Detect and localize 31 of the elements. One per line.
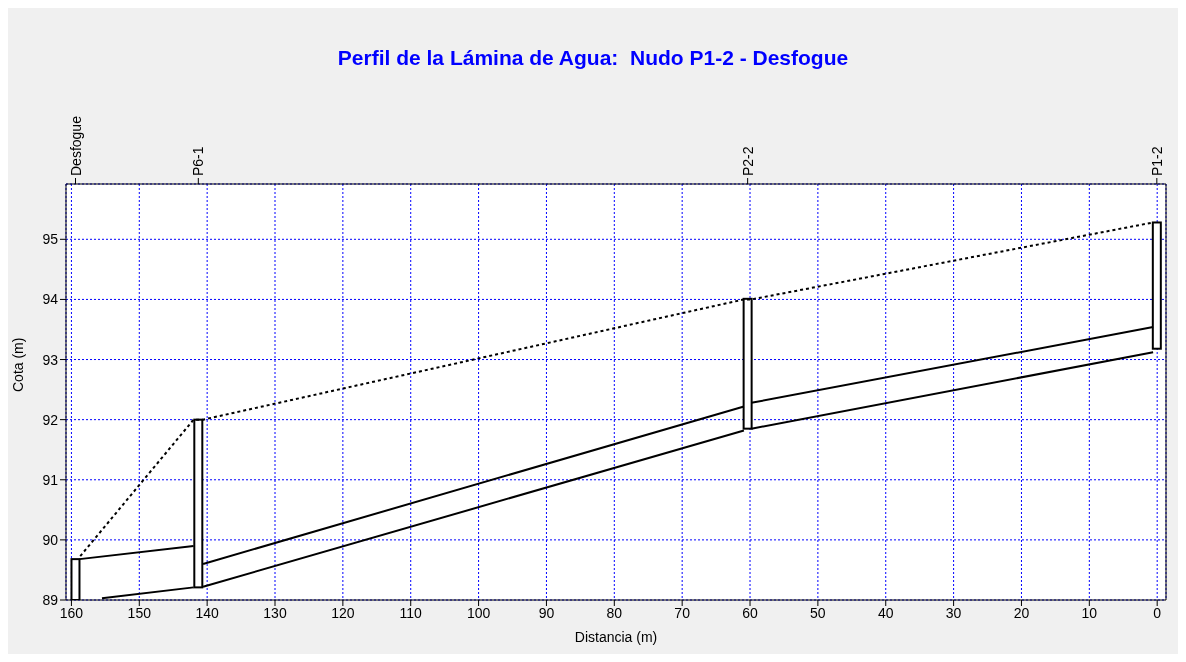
x-tick-label: 160 [59,604,84,621]
x-tick-label: 100 [466,604,491,621]
y-tick-label: 89 [42,591,59,608]
x-tick-label: 120 [331,604,355,621]
x-tick-label: 80 [606,604,623,621]
text: Desfogue [67,115,84,176]
x-tick-label: 50 [810,604,826,621]
x-tick-label: 20 [1013,604,1030,621]
y-tick-label: 94 [42,291,59,308]
y-tick-label: 92 [42,411,59,428]
y-axis-title: Cota (m) [9,337,26,392]
x-tick-label: 90 [538,604,555,621]
x-tick-label: 130 [263,604,287,621]
y-tick-label: 90 [42,531,59,548]
x-axis-title: Distancia (m) [574,629,658,645]
x-tick-label: 40 [877,604,894,621]
text: P6-1 [190,146,207,176]
x-tick-label: 60 [742,604,759,621]
text: P2-2 [739,146,756,176]
text: P1-2 [1148,146,1165,176]
x-tick-label: 140 [195,604,220,621]
chart-title: Perfil de la Lámina de Agua: Nudo P1-2 - Desfogue [336,46,850,70]
x-tick-label: 30 [945,604,962,621]
x-tick-label: 10 [1081,604,1098,621]
x-tick-label: 110 [399,604,423,621]
x-tick-label: 70 [674,604,691,621]
x-tick-label: 0 [1153,604,1162,621]
y-tick-label: 91 [42,471,59,488]
x-tick-label: 150 [127,604,152,621]
y-tick-label: 93 [42,351,59,368]
y-tick-label: 95 [42,231,59,248]
